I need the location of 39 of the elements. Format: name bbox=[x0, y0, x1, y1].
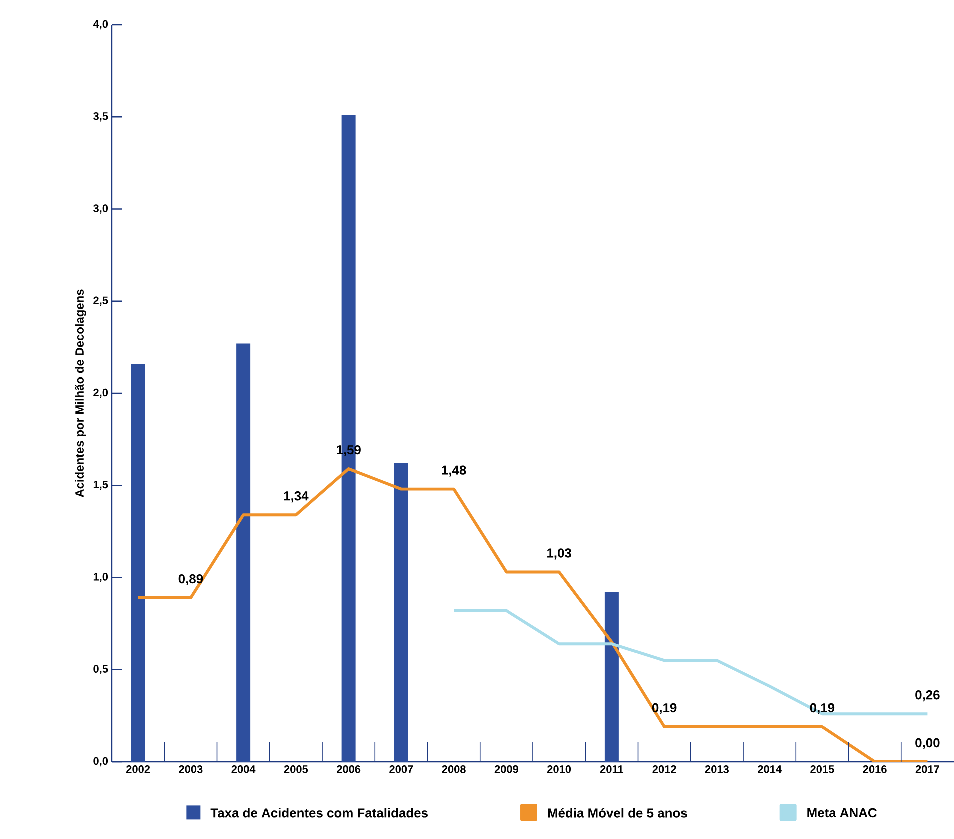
legend-label: Taxa de Acidentes com Fatalidades bbox=[210, 808, 428, 818]
bar bbox=[604, 592, 619, 762]
data-label: 1,48 bbox=[442, 466, 466, 477]
y-tick-label: 0,0 bbox=[94, 757, 108, 767]
data-label: 1,03 bbox=[548, 548, 572, 560]
x-tick-label: 2002 bbox=[126, 766, 150, 774]
y-tick-label: 3,5 bbox=[93, 112, 108, 122]
x-tick-label: 2017 bbox=[916, 766, 940, 774]
x-tick-label: 2004 bbox=[232, 766, 256, 774]
bar bbox=[131, 364, 146, 762]
y-tick-label: 0,5 bbox=[94, 665, 108, 675]
bar bbox=[394, 464, 408, 762]
x-tick-label: 2003 bbox=[179, 766, 203, 774]
y-tick-label: 2,5 bbox=[94, 296, 108, 306]
y-tick-label: 2,0 bbox=[94, 388, 108, 398]
y-axis-title: Acidentes por Milhão de Decolagens bbox=[75, 290, 86, 498]
legend-label: Média Móvel de 5 anos bbox=[548, 808, 688, 818]
x-tick-label: 2009 bbox=[494, 766, 518, 774]
y-tick-label: 1,5 bbox=[94, 481, 108, 490]
x-tick-label: 2015 bbox=[810, 766, 834, 774]
y-tick-label: 1,0 bbox=[94, 573, 108, 582]
x-tick-label: 2005 bbox=[284, 766, 308, 774]
bar bbox=[236, 344, 251, 762]
x-tick-label: 2013 bbox=[705, 766, 729, 774]
data-label: 0,19 bbox=[810, 703, 835, 714]
x-tick-label: 2007 bbox=[390, 766, 414, 774]
data-label: 0,26 bbox=[916, 690, 940, 702]
y-tick-label: 3,0 bbox=[93, 204, 108, 214]
x-tick-label: 2012 bbox=[652, 766, 676, 774]
x-tick-label: 2011 bbox=[600, 766, 624, 774]
y-tick-label: 4,0 bbox=[93, 20, 108, 30]
x-tick-label: 2008 bbox=[442, 766, 466, 774]
data-label: 1,34 bbox=[284, 492, 309, 503]
x-tick-label: 2006 bbox=[337, 766, 361, 774]
x-tick-label: 2016 bbox=[863, 766, 887, 774]
data-label: 0,00 bbox=[916, 738, 940, 750]
legend-label: Meta ANAC bbox=[808, 808, 877, 818]
x-tick-label: 2014 bbox=[758, 766, 782, 774]
x-tick-label: 2010 bbox=[548, 766, 572, 774]
